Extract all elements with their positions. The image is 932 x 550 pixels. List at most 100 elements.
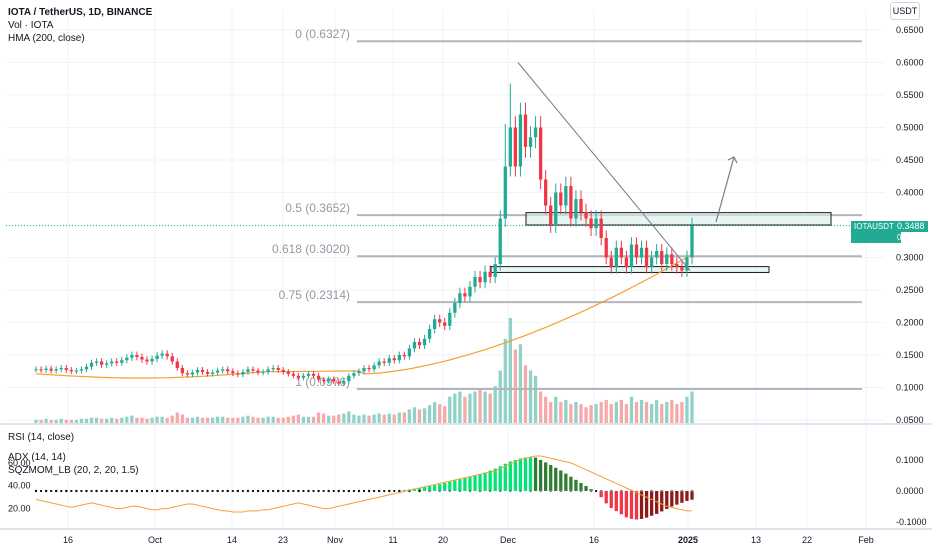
x-axis-tick: 23 bbox=[278, 535, 288, 545]
fib-label: 0.5 (0.3652) bbox=[285, 201, 350, 215]
volume-bar bbox=[94, 417, 99, 423]
sqz-bar bbox=[574, 479, 578, 491]
candle-body bbox=[94, 361, 99, 363]
pane-separator-1[interactable] bbox=[0, 423, 932, 425]
volume-bar bbox=[579, 404, 583, 423]
candle-body bbox=[210, 372, 215, 374]
volume-bar bbox=[443, 406, 447, 423]
sqz-axis-tick: -0.1000 bbox=[896, 517, 927, 527]
sqz-dot bbox=[181, 490, 184, 492]
candle-body bbox=[266, 369, 270, 372]
candle-body bbox=[190, 372, 195, 375]
sqz-dot bbox=[302, 490, 305, 492]
sqz-dot bbox=[151, 490, 154, 492]
volume-bar bbox=[332, 415, 336, 423]
candle-body bbox=[549, 205, 553, 225]
candle-body bbox=[231, 371, 235, 374]
candle-body bbox=[316, 375, 321, 380]
volume-bar bbox=[261, 417, 265, 423]
squeeze-dot bbox=[44, 489, 48, 493]
volume-bar bbox=[130, 415, 134, 423]
volume-bar bbox=[150, 417, 154, 423]
volume-bar bbox=[518, 344, 523, 423]
volume-bar bbox=[604, 399, 608, 423]
volume-bar bbox=[69, 419, 73, 423]
volume-bar bbox=[412, 407, 417, 423]
sqzmom-legend: SQZMOM_LB (20, 2, 20, 1.5) bbox=[8, 465, 139, 476]
volume-bar bbox=[473, 391, 477, 423]
sqz-bar bbox=[584, 486, 588, 491]
sqz-bar bbox=[675, 491, 679, 505]
volume-bar bbox=[216, 416, 220, 423]
volume-bar bbox=[236, 417, 240, 423]
candle-body bbox=[589, 218, 593, 229]
candle-body bbox=[352, 373, 356, 376]
candle-body bbox=[412, 342, 417, 349]
volume-bar bbox=[205, 417, 210, 423]
sqz-bar bbox=[599, 491, 603, 498]
volume-bar bbox=[311, 416, 316, 423]
sqz-bar bbox=[458, 479, 462, 491]
candle-body bbox=[493, 264, 497, 277]
sqz-bar bbox=[544, 462, 548, 491]
volume-bar bbox=[670, 399, 674, 423]
volume-bar bbox=[99, 418, 104, 423]
squeeze-dot bbox=[176, 489, 179, 493]
sqz-bar bbox=[417, 487, 422, 491]
candle-body bbox=[251, 369, 255, 371]
sqz-bar bbox=[690, 491, 694, 500]
candle-body bbox=[533, 127, 538, 138]
sqz-bar bbox=[433, 485, 437, 491]
candle-body bbox=[180, 368, 184, 374]
sqz-bar bbox=[528, 456, 533, 491]
sqz-bar bbox=[549, 464, 553, 491]
candle-body bbox=[417, 342, 422, 346]
currency-button[interactable]: USDT bbox=[890, 2, 920, 20]
volume-bar bbox=[367, 415, 371, 423]
volume-bar bbox=[140, 417, 144, 423]
sqz-dot bbox=[80, 490, 83, 492]
candle-body bbox=[170, 356, 174, 362]
volume-bar bbox=[115, 418, 119, 423]
candle-body bbox=[221, 369, 225, 371]
volume-bar bbox=[301, 416, 306, 423]
squeeze-dot bbox=[438, 489, 441, 493]
candle-body bbox=[579, 199, 583, 212]
squeeze-dot bbox=[377, 489, 381, 493]
squeeze-dot bbox=[549, 489, 552, 493]
sqz-dot bbox=[251, 490, 254, 492]
candle-body bbox=[397, 355, 401, 361]
volume-bar bbox=[266, 416, 270, 423]
support-box bbox=[490, 266, 770, 273]
candle-body bbox=[175, 361, 179, 368]
candle-body bbox=[599, 218, 603, 238]
candle-body bbox=[261, 371, 265, 373]
sqz-dot bbox=[60, 490, 63, 492]
pane-separator-2[interactable] bbox=[0, 528, 932, 530]
volume-bar bbox=[256, 417, 260, 423]
sqz-dot bbox=[282, 490, 285, 492]
candle-body bbox=[473, 277, 477, 287]
volume-bar bbox=[110, 417, 114, 423]
squeeze-dot bbox=[186, 489, 189, 493]
y-axis-tick: 0.2500 bbox=[896, 285, 924, 295]
volume-bar bbox=[251, 416, 255, 423]
candle-body bbox=[306, 373, 311, 376]
sqz-dot bbox=[352, 490, 355, 492]
sqz-bar bbox=[614, 491, 618, 512]
volume-bar bbox=[286, 416, 290, 423]
squeeze-dot bbox=[145, 489, 149, 493]
volume-bar bbox=[337, 414, 341, 423]
sqz-dot bbox=[292, 490, 295, 492]
y-axis-tick: 0.5000 bbox=[896, 123, 924, 133]
squeeze-dot bbox=[620, 489, 623, 493]
squeeze-dot bbox=[297, 489, 300, 493]
squeeze-dot bbox=[166, 489, 169, 493]
candle-body bbox=[49, 368, 53, 371]
sqz-dot bbox=[231, 490, 234, 492]
fib-label: 0 (0.6327) bbox=[295, 27, 350, 41]
candle-body bbox=[554, 192, 558, 225]
sqz-bar bbox=[564, 473, 568, 491]
volume-bar bbox=[589, 405, 593, 423]
